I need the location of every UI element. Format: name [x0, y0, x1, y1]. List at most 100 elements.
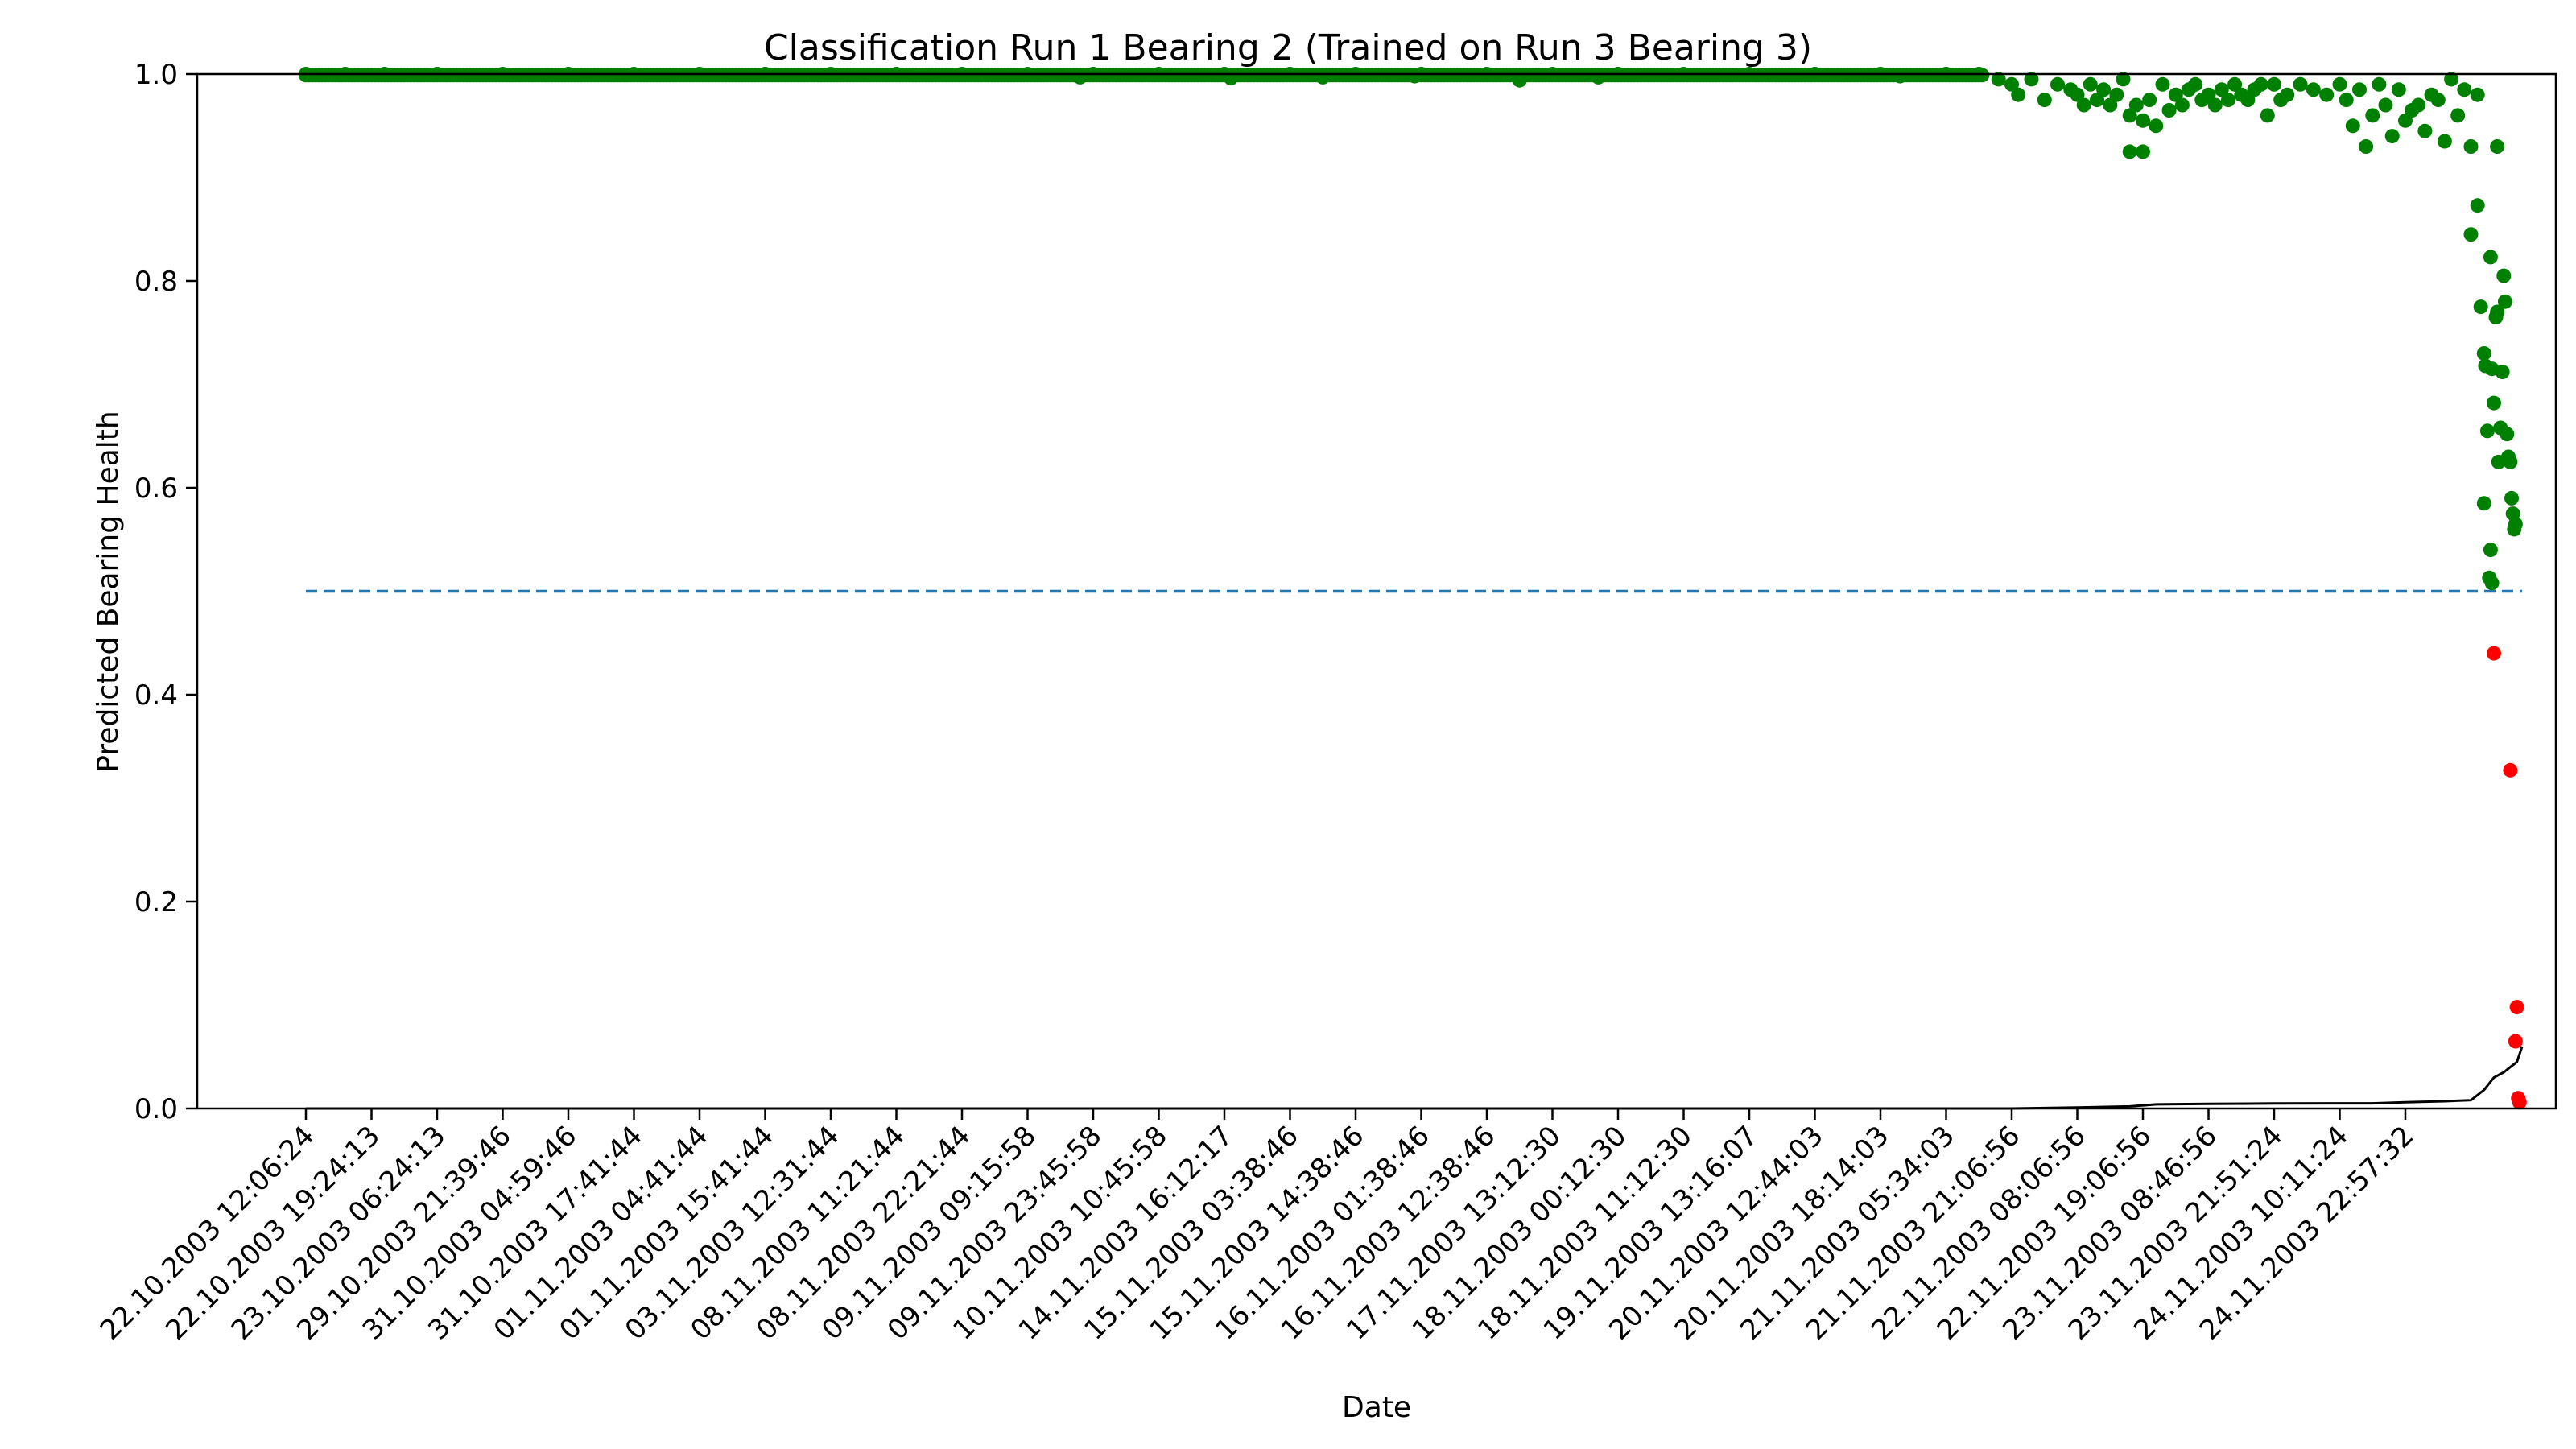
data-point — [2260, 108, 2275, 123]
data-point — [2221, 93, 2235, 108]
data-point — [2476, 496, 2491, 511]
data-point — [2470, 198, 2485, 213]
data-point — [2437, 134, 2452, 149]
data-point — [2398, 113, 2413, 128]
chart-title: Classification Run 1 Bearing 2 (Trained … — [764, 27, 1812, 68]
data-point — [2496, 268, 2512, 283]
data-point — [2417, 123, 2433, 138]
series-line — [306, 1046, 2524, 1110]
data-point — [2359, 139, 2374, 154]
data-point — [2050, 76, 2065, 92]
y-axis: 0.0 0.2 0.4 0.6 0.8 1.0 — [134, 59, 197, 1125]
plot-area — [299, 67, 2527, 1110]
data-point — [2378, 97, 2393, 113]
y-axis-label: Predicted Bearing Health — [92, 411, 125, 772]
y-tick-label: 0.2 — [134, 886, 178, 919]
data-point — [2149, 118, 2164, 134]
data-point — [2109, 87, 2124, 102]
data-point — [2411, 97, 2426, 113]
series-points-band — [299, 68, 1990, 83]
data-point — [2490, 304, 2505, 320]
x-axis-label: Date — [1342, 1391, 1411, 1424]
data-point — [2450, 108, 2466, 123]
data-point — [2487, 646, 2501, 661]
plot-frame — [196, 72, 2557, 1110]
data-point — [2227, 76, 2243, 92]
data-point — [2090, 93, 2104, 108]
data-point — [2128, 97, 2144, 113]
data-point — [2500, 427, 2515, 442]
data-point — [2168, 87, 2183, 102]
data-point — [2473, 299, 2488, 315]
data-point — [2483, 250, 2498, 265]
data-point — [2503, 762, 2518, 778]
data-point — [2240, 93, 2256, 108]
data-point — [2372, 76, 2387, 92]
data-point — [2161, 103, 2177, 118]
data-point — [2512, 1095, 2527, 1110]
data-point — [2293, 76, 2308, 92]
data-point — [2004, 76, 2019, 92]
data-point — [2083, 76, 2098, 92]
data-point — [2483, 543, 2498, 558]
data-point — [1975, 68, 1990, 83]
data-point — [2444, 72, 2459, 87]
series-points-1 — [2487, 646, 2527, 1110]
data-point — [2076, 97, 2091, 113]
data-point — [2122, 108, 2137, 123]
y-tick-label: 0.4 — [134, 679, 178, 712]
data-point — [2479, 423, 2495, 439]
data-point — [2476, 346, 2491, 361]
data-point — [2306, 82, 2321, 97]
data-point — [2497, 294, 2512, 309]
data-point — [2253, 76, 2268, 92]
data-point — [2508, 517, 2523, 531]
data-point — [2267, 76, 2281, 92]
data-point — [2504, 490, 2519, 506]
data-point — [2463, 227, 2479, 242]
data-point — [2103, 97, 2118, 113]
data-point — [2011, 87, 2026, 102]
data-point — [2509, 1000, 2524, 1015]
data-point — [1991, 72, 2006, 87]
data-point — [2280, 87, 2295, 102]
data-point — [2352, 82, 2367, 97]
y-tick-label: 1.0 — [134, 59, 178, 91]
data-point — [2207, 97, 2223, 113]
data-point — [2155, 76, 2170, 92]
data-point — [2365, 108, 2380, 123]
data-point — [2457, 82, 2472, 97]
data-point — [2319, 87, 2334, 102]
y-tick-label: 0.0 — [134, 1093, 178, 1125]
data-point — [2142, 93, 2157, 108]
data-point — [2332, 76, 2347, 92]
data-point — [2136, 113, 2150, 128]
y-tick-label: 0.8 — [134, 266, 178, 298]
data-point — [2490, 139, 2505, 154]
data-point — [2503, 454, 2518, 469]
data-point — [2463, 139, 2479, 154]
data-point — [2037, 93, 2052, 108]
data-point — [2096, 82, 2112, 97]
data-point — [2470, 87, 2485, 102]
data-point — [2116, 72, 2131, 87]
data-point — [2174, 97, 2190, 113]
data-point — [2508, 1034, 2523, 1049]
data-point — [2070, 87, 2085, 102]
data-point — [2201, 87, 2216, 102]
data-point — [2484, 576, 2500, 591]
data-point — [2024, 72, 2039, 87]
data-point — [2136, 144, 2150, 159]
data-point — [2430, 93, 2446, 108]
data-point — [2384, 129, 2400, 144]
data-point — [2188, 76, 2203, 92]
data-point — [2345, 118, 2360, 134]
series-points-0 — [299, 67, 2523, 591]
data-point — [2214, 82, 2229, 97]
data-point — [2487, 395, 2501, 411]
data-point — [2122, 144, 2137, 159]
data-point — [2339, 93, 2354, 108]
y-tick-label: 0.6 — [134, 473, 178, 505]
